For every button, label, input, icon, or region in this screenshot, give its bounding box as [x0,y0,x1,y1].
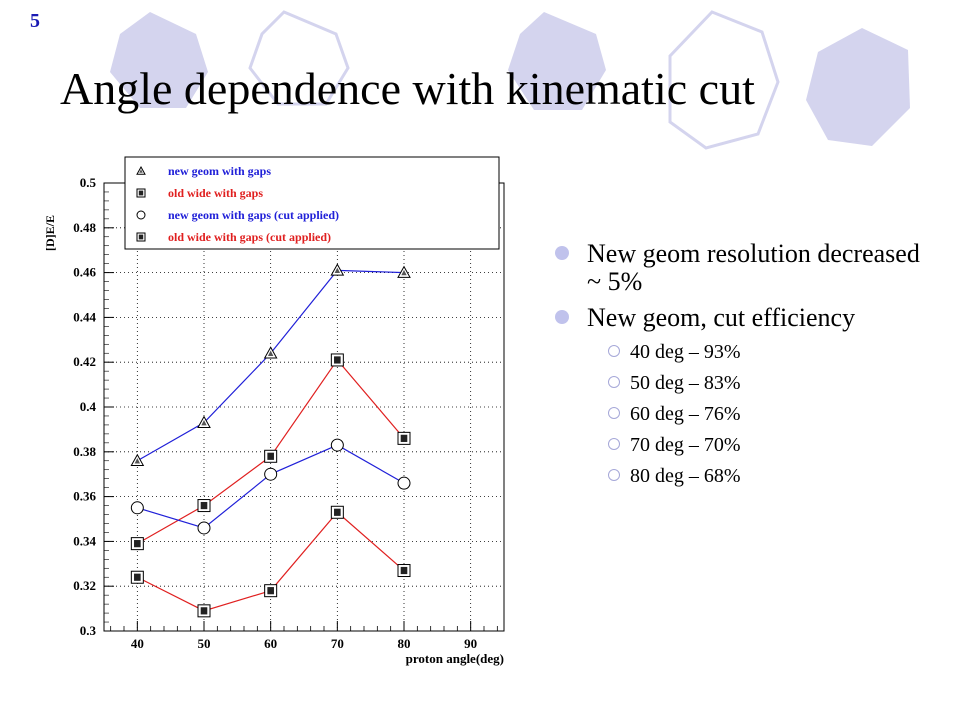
hexagon-shape [248,10,350,106]
square-marker-inner [267,452,274,460]
bullet-text: New geom resolution decreased ~ 5% [587,239,920,296]
square-marker-inner [134,540,141,548]
legend-label: old wide with gaps [168,186,263,200]
hexagon-shape [508,12,606,110]
sub-bullet-item: 60 deg – 76% [555,402,935,426]
triangle-marker-inner [334,267,341,274]
chart-ticks: 40 50 60 70 80 90 0.3 0.32 0.34 0.36 0.38 0.4 0.42 0.… [73,175,498,651]
bullet-item: New geom, cut efficiency [555,304,935,332]
sub-bullet-item: 40 deg – 93% [555,340,935,364]
sub-bullet-icon [608,407,620,419]
circle-marker [136,210,146,220]
legend-label: new geom with gaps [168,164,271,178]
bullet-list: New geom resolution decreased ~ 5% New g… [555,240,935,495]
square-marker-inner [267,587,274,595]
sub-bullet-text: 40 deg – 93% [630,341,741,363]
sub-bullet-text: 50 deg – 83% [630,372,741,394]
series-3 [130,438,411,535]
sub-bullet-icon [608,438,620,450]
y-tick-label: 0.46 [73,265,96,280]
y-tick-label: 0.4 [80,399,97,414]
square-marker-inner [200,501,208,510]
triangle-marker-inner [134,458,141,464]
circle-marker [197,521,211,535]
x-tick-label: 50 [198,636,211,651]
square-marker-inner [138,190,144,196]
hexagon-shape [668,10,780,150]
square-marker-inner [400,566,408,575]
y-axis-label: [D]E/E [43,215,57,251]
y-tick-label: 0.36 [73,489,96,504]
y-tick-label: 0.5 [80,175,97,190]
sub-bullet-icon [608,345,620,357]
x-axis-label: proton angle(deg) [406,651,504,666]
slide-number: 5 [30,10,40,32]
sub-bullet-text: 70 deg – 70% [630,434,741,456]
y-tick-label: 0.3 [80,623,97,638]
y-tick-label: 0.32 [73,578,96,593]
chart-series [130,263,411,618]
series-1 [130,263,411,467]
square-marker-inner [400,434,408,442]
legend-item: new geom with gaps (cut applied) [136,208,339,222]
square-marker-inner [334,356,341,364]
y-tick-label: 0.38 [73,444,96,459]
triangle-marker-inner [401,269,407,276]
y-tick-label: 0.48 [73,220,96,235]
hexagon-decoration [110,10,910,150]
square-marker-inner [138,234,144,240]
square-marker-inner [334,508,341,516]
sub-bullet-item: 80 deg – 68% [555,464,935,488]
sub-bullet-icon [608,376,620,388]
hexagon-shape [110,12,208,108]
legend-item: new geom with gaps [136,164,271,178]
y-tick-label: 0.42 [73,354,96,369]
series-4 [130,505,411,618]
triangle-marker-inner [267,350,274,356]
sub-bullet-text: 80 deg – 68% [630,465,741,487]
series-2 [130,353,411,551]
circle-marker [330,438,344,452]
x-tick-label: 80 [398,636,411,651]
sub-bullet-text: 60 deg – 76% [630,403,741,425]
series-line [137,269,405,462]
legend-label: new geom with gaps (cut applied) [168,208,339,222]
legend-item: old wide with gaps [136,186,263,200]
bullet-text: New geom, cut efficiency [587,303,856,332]
square-marker-inner [200,607,208,615]
y-tick-label: 0.34 [73,533,96,548]
resolution-chart: 40 50 60 70 80 90 0.3 0.32 0.34 0.36 0.38 0.4 0.42 0.… [43,156,505,666]
circle-marker [397,476,411,490]
triangle-marker-inner [139,169,143,173]
legend-label: old wide with gaps (cut applied) [168,230,331,244]
chart-legend: new geom with gaps old wide with gaps new … [124,156,500,250]
sub-bullet-item: 70 deg – 70% [555,433,935,457]
chart-grid [104,182,504,632]
legend-item: old wide with gaps (cut applied) [136,230,331,244]
circle-marker [130,501,144,515]
bullet-item: New geom resolution decreased ~ 5% [555,240,935,296]
bullet-icon [555,246,569,260]
y-tick-label: 0.44 [73,309,96,324]
bullet-icon [555,310,569,324]
square-marker-inner [134,573,141,581]
circle-marker [264,467,278,481]
hexagon-shape [806,28,910,146]
triangle-marker-inner [201,419,207,426]
x-tick-label: 70 [331,636,344,651]
x-tick-label: 40 [131,636,144,651]
sub-bullet-icon [608,469,620,481]
legend-box [124,156,500,250]
sub-bullet-item: 50 deg – 83% [555,371,935,395]
slide-title: Angle dependence with kinematic cut [60,63,755,114]
x-tick-label: 90 [464,636,477,651]
x-tick-label: 60 [264,636,277,651]
